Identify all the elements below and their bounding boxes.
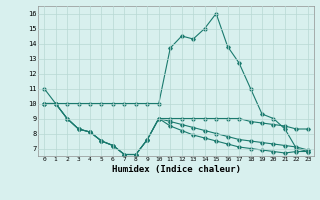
- X-axis label: Humidex (Indice chaleur): Humidex (Indice chaleur): [111, 165, 241, 174]
